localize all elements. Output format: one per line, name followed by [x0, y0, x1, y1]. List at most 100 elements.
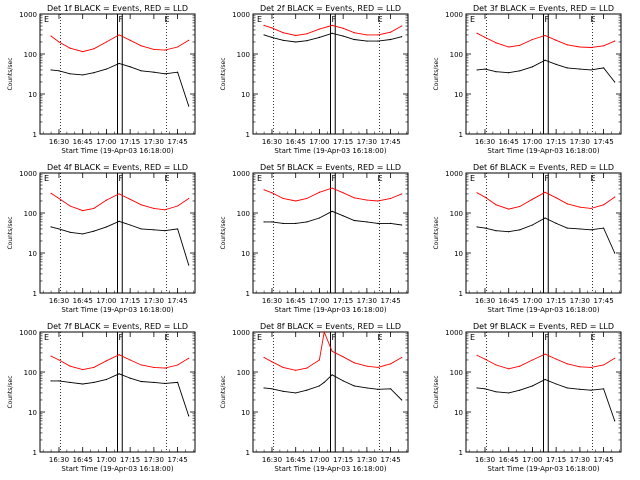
events-data-point [555, 63, 557, 65]
events-data-point [555, 383, 557, 385]
x-tick-label: 16:30 [49, 138, 69, 146]
lld-data-point [390, 363, 392, 365]
y-axis-label: Counts/sec [433, 57, 440, 90]
events-data-point [129, 224, 131, 226]
x-tick-label: 16:30 [475, 297, 495, 305]
events-rate-line [50, 220, 190, 266]
marker-label: F [332, 174, 337, 183]
y-tick-label: 1 [246, 449, 250, 457]
x-tick-label: 16:30 [262, 297, 282, 305]
lld-data-point [566, 44, 568, 46]
lld-data-point [177, 205, 179, 207]
events-data-point [263, 221, 265, 223]
events-data-point [295, 222, 297, 224]
lld-data-point [544, 191, 546, 193]
y-tick-label: 100 [450, 210, 463, 218]
lld-data-point [140, 45, 142, 47]
lld-data-point [140, 364, 142, 366]
lld-rate-line [50, 354, 189, 371]
x-tick-label: 16:45 [73, 297, 93, 305]
x-tick-label: 16:30 [49, 456, 69, 464]
events-data-point [153, 71, 155, 73]
marker-label: F [545, 333, 550, 342]
events-data-point [614, 420, 616, 422]
lld-data-point [353, 197, 355, 199]
events-data-point [377, 40, 379, 42]
events-data-point [323, 381, 325, 383]
events-data-point [93, 72, 95, 74]
x-tick-label: 16:45 [73, 138, 93, 146]
x-tick-label: 16:30 [49, 297, 69, 305]
lld-data-point [331, 350, 333, 352]
events-data-point [58, 380, 60, 382]
events-data-point [531, 385, 534, 387]
chart-title: Det 7f BLACK = Events, RED = LLD [47, 322, 188, 331]
events-data-point [519, 389, 521, 391]
lld-data-point [555, 39, 557, 41]
lld-data-point [353, 362, 355, 364]
events-data-point [531, 66, 534, 68]
events-data-point [69, 231, 71, 233]
events-rate-line [477, 379, 616, 422]
lld-data-point [603, 45, 605, 47]
lld-data-point [531, 359, 534, 361]
lld-data-point [377, 34, 379, 36]
y-axis-label: Counts/sec [7, 57, 14, 90]
events-data-point [366, 221, 368, 223]
x-tick-label: 16:45 [286, 456, 306, 464]
events-data-point [188, 105, 190, 107]
lld-data-point [271, 361, 273, 363]
y-tick-label: 1000 [445, 11, 463, 19]
lld-data-point [69, 47, 71, 49]
events-data-point [82, 74, 84, 76]
events-data-point [555, 222, 557, 224]
events-data-point [590, 229, 592, 231]
y-tick-label: 1 [33, 449, 37, 457]
lld-data-point [188, 39, 190, 41]
events-data-point [614, 81, 616, 83]
marker-label: E [470, 174, 475, 183]
events-rate-line [264, 210, 402, 226]
events-data-point [188, 415, 190, 417]
events-data-point [318, 36, 321, 39]
events-data-point [93, 230, 95, 232]
y-axis-label: Counts/sec [7, 375, 14, 408]
lld-data-point [331, 187, 333, 189]
events-data-point [590, 389, 592, 391]
events-data-point [50, 69, 52, 71]
events-data-point [177, 71, 179, 73]
y-tick-label: 1 [459, 290, 463, 298]
events-data-point [544, 59, 546, 61]
events-data-point [495, 391, 497, 393]
marker-label: E [378, 174, 383, 183]
lld-data-point [614, 40, 616, 42]
lld-data-point [82, 368, 84, 371]
events-data-point [188, 264, 190, 266]
events-data-point [366, 40, 368, 42]
x-tick-label: 17:45 [594, 456, 614, 464]
y-tick-label: 10 [454, 91, 463, 99]
chart-title: Det 4f BLACK = Events, RED = LLD [47, 163, 188, 172]
events-data-point [531, 224, 534, 226]
y-tick-label: 10 [454, 250, 463, 258]
x-tick-label: 16:45 [499, 297, 519, 305]
lld-data-point [82, 209, 84, 212]
lld-data-point [603, 364, 605, 366]
lld-data-point [295, 200, 297, 202]
lld-data-point [342, 27, 344, 29]
x-tick-label: 17:15 [546, 456, 566, 464]
marker-label: E [257, 174, 262, 183]
chart-panel: Det 4f BLACK = Events, RED = LLD Counts/s… [7, 163, 196, 314]
y-axis-label: Counts/sec [220, 57, 227, 90]
y-tick-label: 1000 [19, 170, 37, 178]
lld-data-point [318, 191, 321, 193]
x-tick-label: 17:00 [522, 456, 542, 464]
lld-data-point [566, 203, 568, 205]
x-tick-label: 17:15 [333, 138, 353, 146]
lld-data-point [105, 41, 108, 43]
y-tick-label: 1000 [19, 329, 37, 337]
events-data-point [177, 228, 179, 230]
events-data-point [93, 381, 95, 383]
marker-label: F [332, 333, 337, 342]
x-tick-label: 17:00 [96, 456, 116, 464]
